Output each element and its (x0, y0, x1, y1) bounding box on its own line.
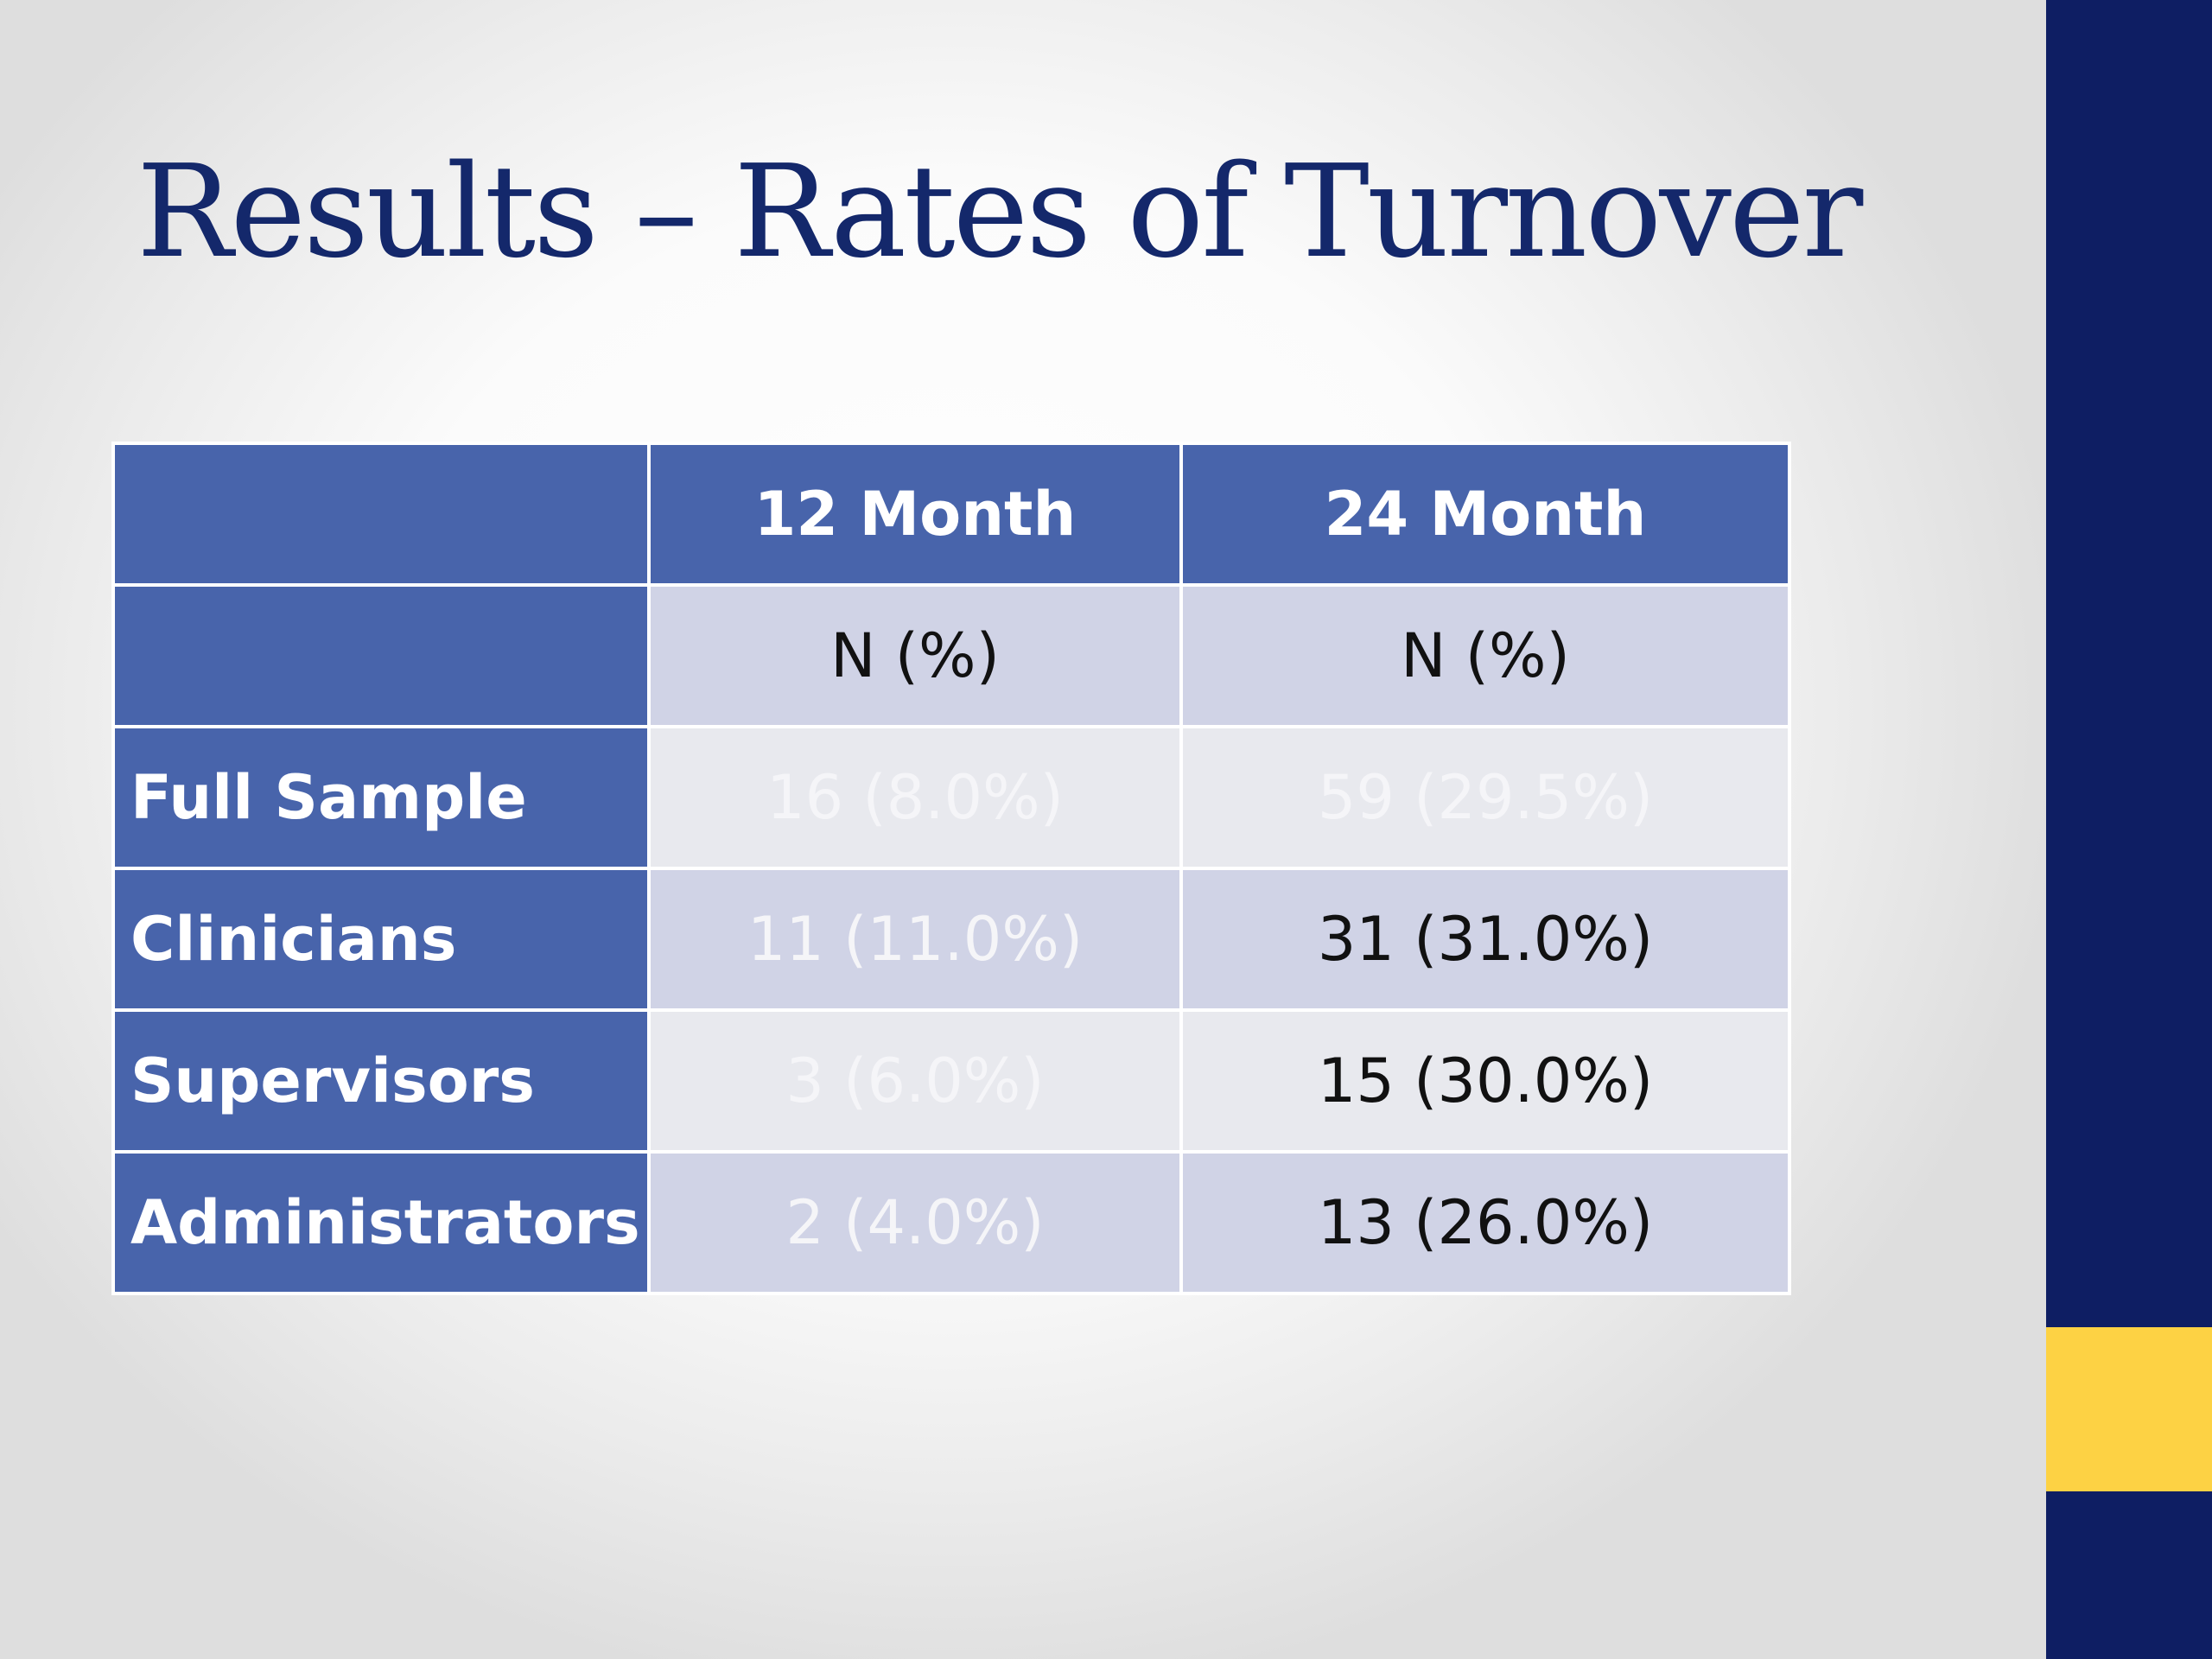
row-label-full-sample: Full Sample (111, 725, 651, 870)
row-label-administrators: Administrators (111, 1150, 651, 1295)
cell-clinicians-12-month: 11 (11.0%) (647, 867, 1183, 1012)
cell-full-sample-24-month: 59 (29.5%) (1179, 725, 1791, 870)
subheader-12-month: N (%) (647, 583, 1183, 728)
table-row: Administrators 2 (4.0%) 13 (26.0%) (111, 1150, 1791, 1295)
slide-title: Results – Rates of Turnover (137, 137, 1863, 286)
turnover-table: 12 Month 24 Month N (%) N (%) Full Sampl… (111, 442, 1791, 1295)
header-24-month: 24 Month (1179, 442, 1791, 587)
row-label-clinicians: Clinicians (111, 867, 651, 1012)
cell-supervisors-24-month: 15 (30.0%) (1179, 1008, 1791, 1154)
table-header-row: 12 Month 24 Month (111, 442, 1791, 587)
row-label-supervisors: Supervisors (111, 1008, 651, 1154)
side-bar-accent-decoration (2046, 1327, 2212, 1491)
subheader-blank-cell (111, 583, 651, 728)
table-row: Supervisors 3 (6.0%) 15 (30.0%) (111, 1008, 1791, 1154)
cell-administrators-24-month: 13 (26.0%) (1179, 1150, 1791, 1295)
table-row: Full Sample 16 (8.0%) 59 (29.5%) (111, 725, 1791, 870)
cell-clinicians-24-month: 31 (31.0%) (1179, 867, 1791, 1012)
cell-administrators-12-month: 2 (4.0%) (647, 1150, 1183, 1295)
header-12-month: 12 Month (647, 442, 1183, 587)
subheader-24-month: N (%) (1179, 583, 1791, 728)
cell-full-sample-12-month: 16 (8.0%) (647, 725, 1183, 870)
table-subheader-row: N (%) N (%) (111, 583, 1791, 728)
table-row: Clinicians 11 (11.0%) 31 (31.0%) (111, 867, 1791, 1012)
header-blank-cell (111, 442, 651, 587)
turnover-table-container: 12 Month 24 Month N (%) N (%) Full Sampl… (111, 442, 1791, 1295)
cell-supervisors-12-month: 3 (6.0%) (647, 1008, 1183, 1154)
